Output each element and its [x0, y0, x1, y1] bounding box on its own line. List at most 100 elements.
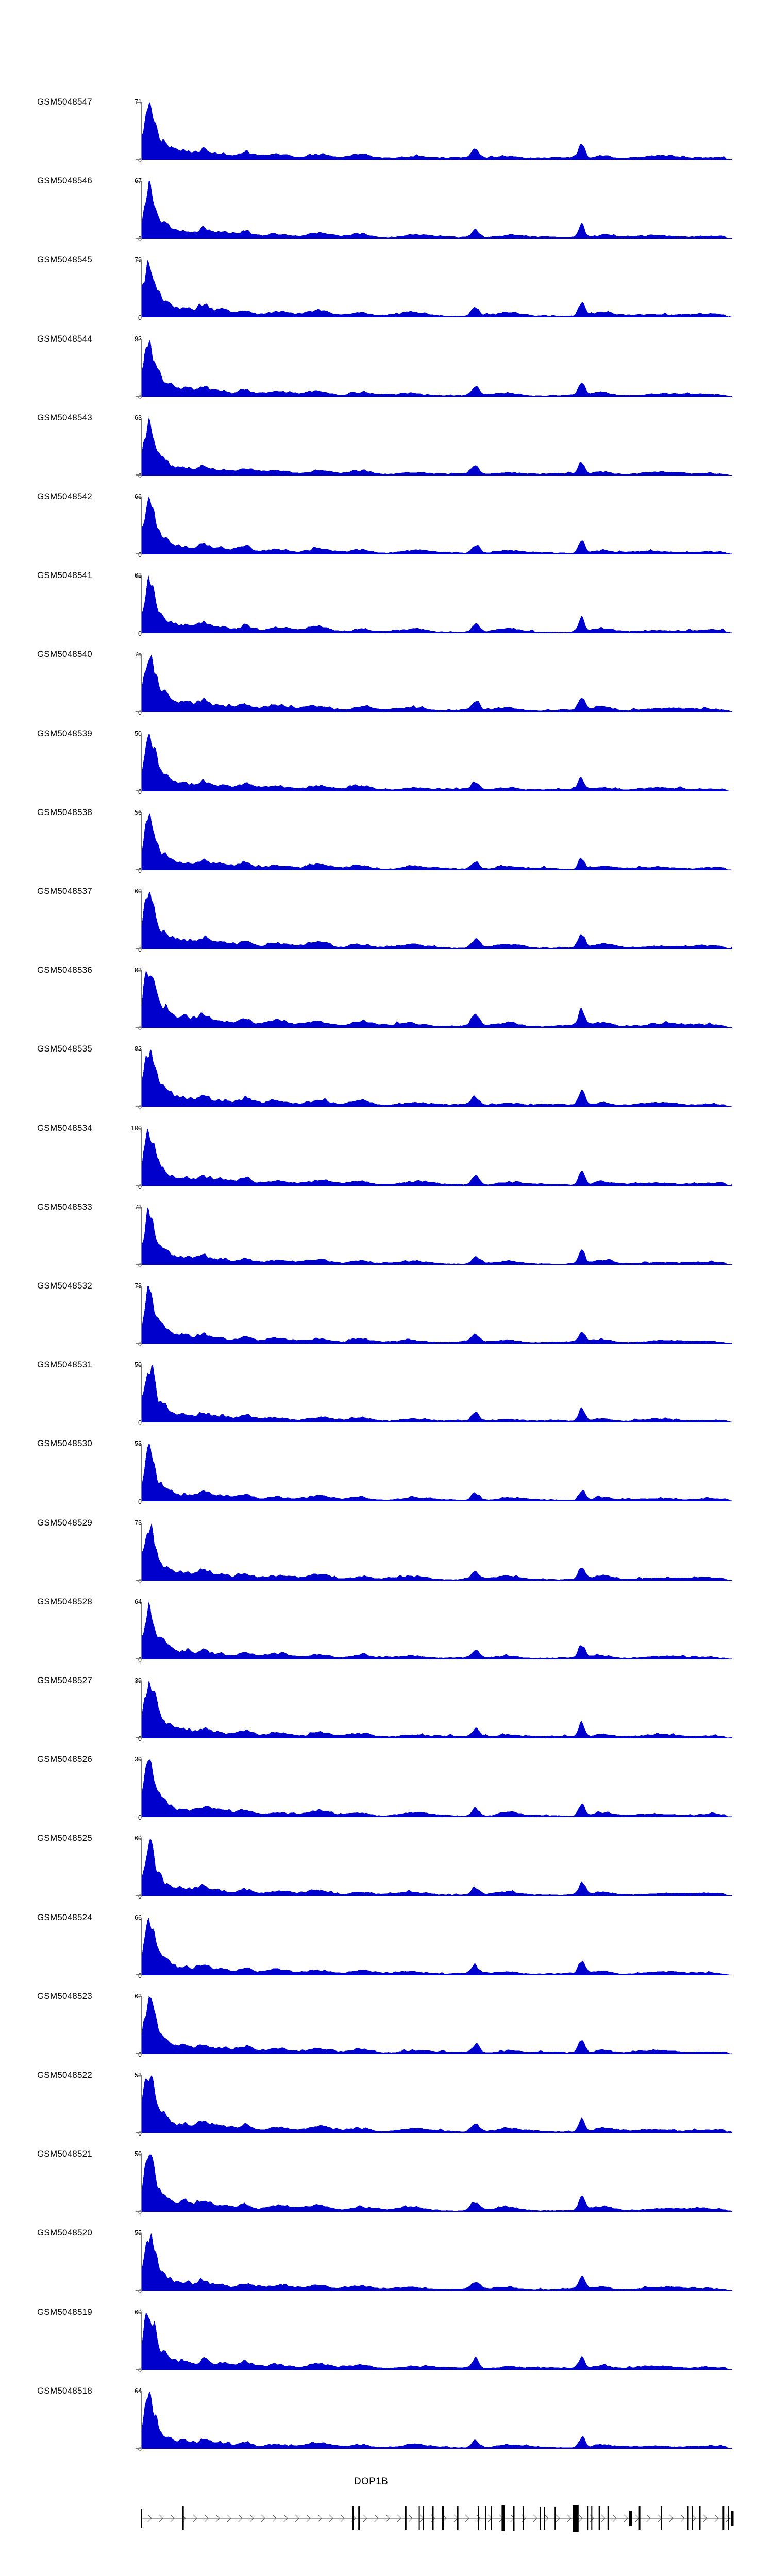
track-axis-min-label: 0	[138, 1182, 142, 1190]
axis-tick-bot	[136, 1895, 142, 1896]
coverage-plot-area[interactable]	[142, 1759, 732, 1818]
coverage-track[interactable]: GSM5048524 66 0	[0, 1909, 773, 1988]
coverage-track[interactable]: GSM5048543 63 0	[0, 410, 773, 488]
track-y-axis: 50 0	[114, 1361, 142, 1427]
track-sample-label: GSM5048519	[37, 2307, 92, 2317]
axis-tick-top	[136, 654, 142, 655]
coverage-track[interactable]: GSM5048523 62 0	[0, 1988, 773, 2067]
coverage-track[interactable]: GSM5048518 64 0	[0, 2383, 773, 2462]
coverage-track[interactable]: GSM5048541 62 0	[0, 567, 773, 646]
coverage-track[interactable]: GSM5048525 69 0	[0, 1830, 773, 1909]
coverage-plot-area[interactable]	[142, 733, 732, 791]
track-sample-label: GSM5048544	[37, 333, 92, 344]
coverage-track[interactable]: GSM5048537 60 0	[0, 883, 773, 962]
coverage-track[interactable]: GSM5048545 79 0	[0, 251, 773, 330]
track-axis-min-label: 0	[138, 2445, 142, 2453]
axis-axis-v	[141, 2391, 142, 2449]
coverage-track[interactable]: GSM5048519 69 0	[0, 2304, 773, 2383]
coverage-track[interactable]: GSM5048527 39 0	[0, 1672, 773, 1751]
coverage-plot-area[interactable]	[142, 417, 732, 476]
axis-tick-top	[136, 1601, 142, 1603]
coverage-plot-area[interactable]	[142, 2233, 732, 2291]
coverage-track[interactable]: GSM5048522 53 0	[0, 2067, 773, 2146]
coverage-plot-area[interactable]	[142, 1601, 732, 1659]
coverage-plot-area[interactable]	[142, 2075, 732, 2133]
axis-tick-top	[136, 970, 142, 971]
coverage-plot-area[interactable]	[142, 2154, 732, 2212]
coverage-track[interactable]: GSM5048535 82 0	[0, 1041, 773, 1120]
coverage-plot-area[interactable]	[142, 1681, 732, 1738]
coverage-track[interactable]: GSM5048533 73 0	[0, 1199, 773, 1278]
coverage-track[interactable]: GSM5048530 53 0	[0, 1435, 773, 1514]
coverage-track[interactable]: GSM5048547 71 0	[0, 94, 773, 173]
track-y-axis: 53 0	[114, 2072, 142, 2137]
coverage-plot-area[interactable]	[142, 2391, 732, 2449]
coverage-plot-area[interactable]	[142, 260, 732, 318]
coverage-plot-area[interactable]	[142, 1917, 732, 1975]
coverage-track[interactable]: GSM5048544 92 0	[0, 331, 773, 410]
coverage-track[interactable]: GSM5048526 39 0	[0, 1751, 773, 1830]
coverage-plot-area[interactable]	[142, 1365, 732, 1423]
axis-axis-v	[141, 970, 142, 1028]
coverage-track[interactable]: GSM5048529 73 0	[0, 1515, 773, 1594]
track-axis-min-label: 0	[138, 1656, 142, 1664]
coverage-plot-area[interactable]	[142, 338, 732, 397]
axis-axis-v	[141, 1759, 142, 1818]
axis-axis-v	[141, 575, 142, 634]
track-sample-label: GSM5048536	[37, 965, 92, 975]
coverage-track[interactable]: GSM5048532 78 0	[0, 1278, 773, 1357]
coverage-plot-area[interactable]	[142, 102, 732, 160]
axis-tick-bot	[136, 316, 142, 318]
coverage-track[interactable]: GSM5048538 56 0	[0, 804, 773, 883]
track-axis-min-label: 0	[138, 235, 142, 243]
gene-model-track[interactable]: DOP1B	[0, 2473, 773, 2535]
coverage-track[interactable]: GSM5048546 67 0	[0, 173, 773, 251]
track-sample-label: GSM5048538	[37, 807, 92, 817]
coverage-track[interactable]: GSM5048542 66 0	[0, 488, 773, 567]
coverage-plot-area[interactable]	[142, 1049, 732, 1107]
track-sample-label: GSM5048524	[37, 1912, 92, 1922]
axis-tick-top	[136, 1522, 142, 1524]
axis-axis-v	[141, 1444, 142, 1502]
track-axis-min-label: 0	[138, 472, 142, 480]
coverage-plot-area[interactable]	[142, 1207, 732, 1265]
axis-tick-bot	[136, 711, 142, 713]
axis-axis-v	[141, 417, 142, 476]
axis-tick-top	[136, 812, 142, 814]
coverage-plot-area[interactable]	[142, 1522, 732, 1581]
gene-model-glyph	[141, 2505, 734, 2532]
axis-tick-top	[136, 891, 142, 892]
coverage-plot-area[interactable]	[142, 1996, 732, 2054]
coverage-track[interactable]: GSM5048534 100 0	[0, 1120, 773, 1199]
coverage-track[interactable]: GSM5048540 75 0	[0, 646, 773, 725]
coverage-plot-area[interactable]	[142, 2312, 732, 2370]
coverage-plot-area[interactable]	[142, 654, 732, 713]
track-y-axis: 73 0	[114, 1204, 142, 1269]
coverage-plot-area[interactable]	[142, 891, 732, 949]
track-y-axis: 67 0	[114, 177, 142, 243]
track-y-axis: 63 0	[114, 414, 142, 480]
coverage-plot-area[interactable]	[142, 1128, 732, 1186]
coverage-plot-area[interactable]	[142, 575, 732, 634]
coverage-plot-area[interactable]	[142, 1838, 732, 1896]
axis-tick-top	[136, 2391, 142, 2392]
coverage-plot-area[interactable]	[142, 812, 732, 870]
track-axis-min-label: 0	[138, 551, 142, 558]
coverage-plot-area[interactable]	[142, 1444, 732, 1502]
track-y-axis: 55 0	[114, 2229, 142, 2295]
coverage-plot-area[interactable]	[142, 497, 732, 554]
coverage-track[interactable]: GSM5048539 50 0	[0, 725, 773, 804]
coverage-track[interactable]: GSM5048528 64 0	[0, 1594, 773, 1672]
coverage-track[interactable]: GSM5048521 50 0	[0, 2146, 773, 2225]
coverage-track[interactable]: GSM5048520 55 0	[0, 2225, 773, 2303]
coverage-track[interactable]: GSM5048531 50 0	[0, 1357, 773, 1435]
coverage-track[interactable]: GSM5048536 83 0	[0, 962, 773, 1041]
coverage-plot-area[interactable]	[142, 181, 732, 239]
axis-axis-v	[141, 2154, 142, 2212]
coverage-plot-area[interactable]	[142, 970, 732, 1028]
axis-tick-top	[136, 102, 142, 103]
axis-axis-v	[141, 102, 142, 160]
coverage-plot-area[interactable]	[142, 1286, 732, 1344]
axis-axis-v	[141, 1838, 142, 1896]
